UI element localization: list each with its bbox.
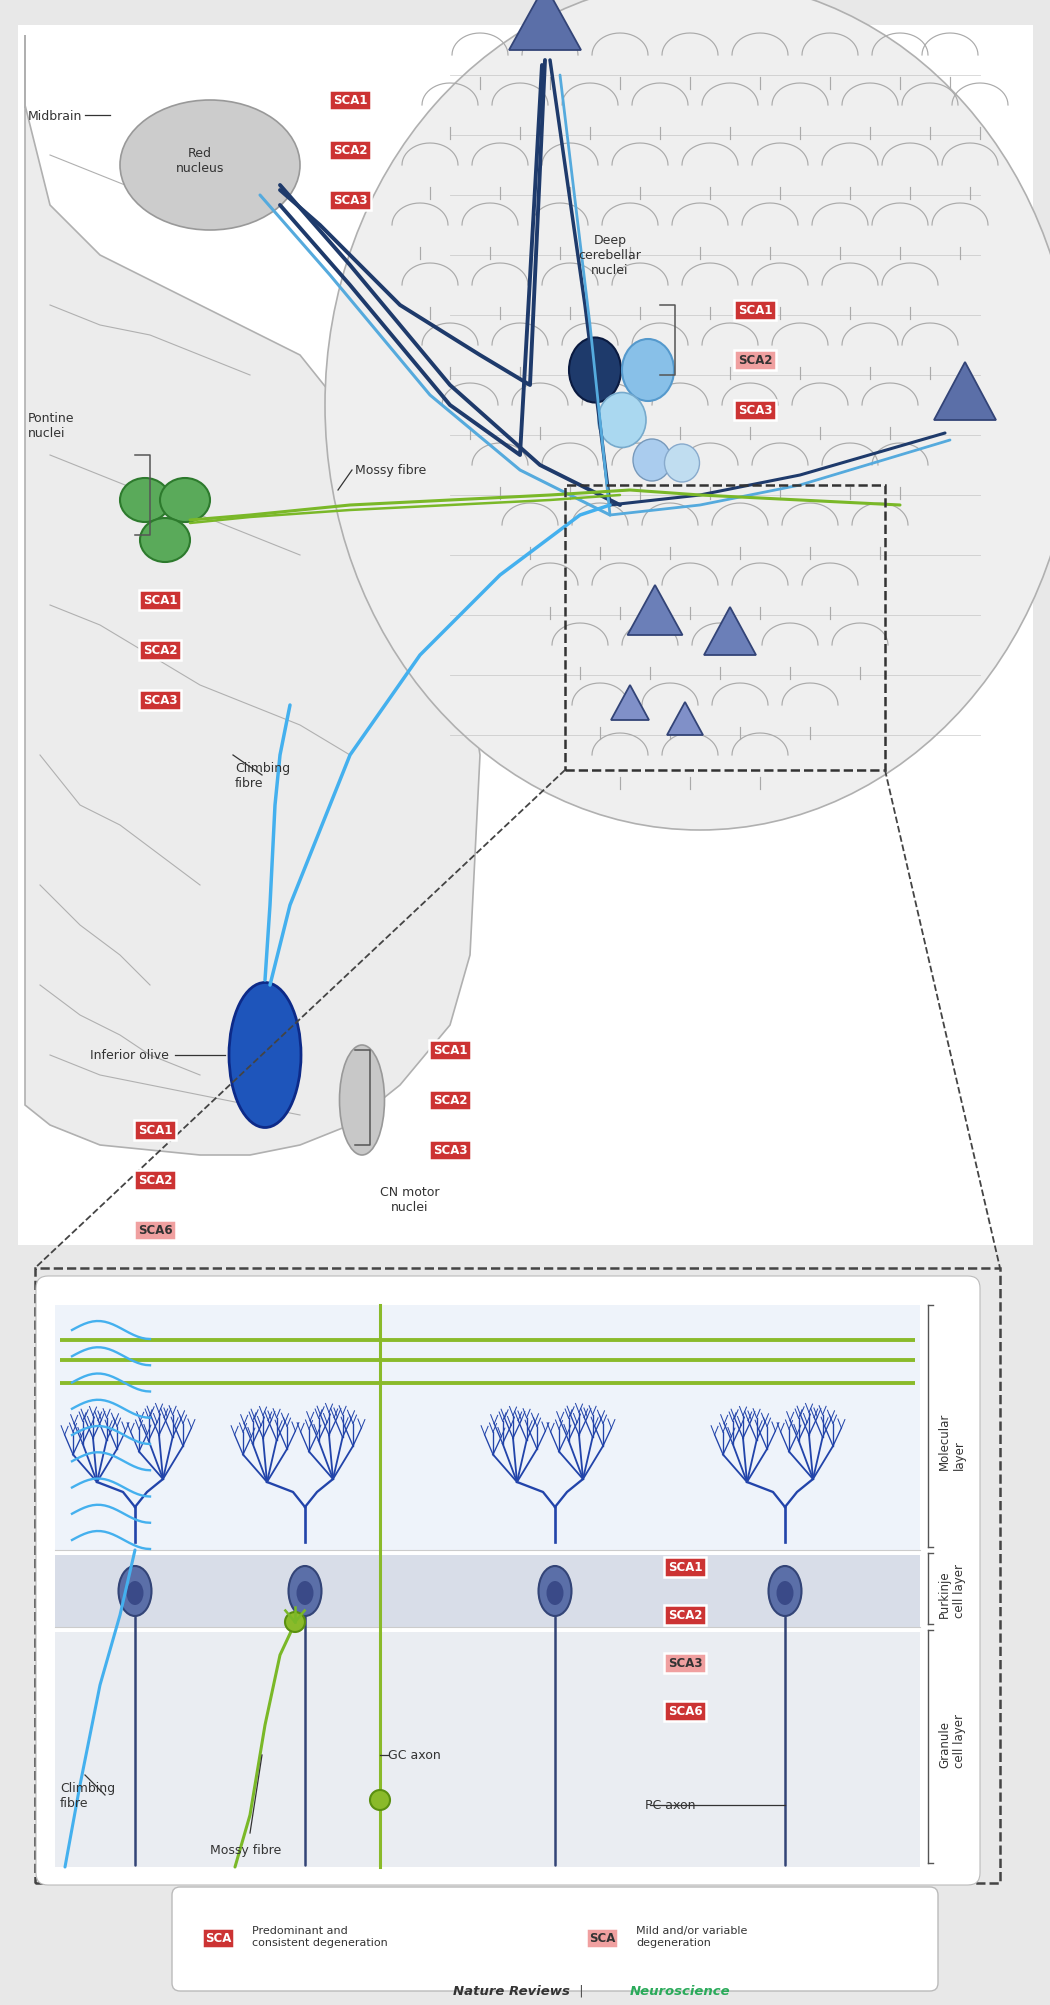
Text: SCA3: SCA3 bbox=[333, 194, 368, 207]
Ellipse shape bbox=[119, 1566, 151, 1616]
Text: Mild and/or variable
degeneration: Mild and/or variable degeneration bbox=[636, 1925, 748, 1947]
Text: Nature Reviews: Nature Reviews bbox=[454, 1985, 570, 1997]
Text: SCA2: SCA2 bbox=[143, 644, 177, 658]
Text: Purkinje
cell layer: Purkinje cell layer bbox=[938, 1564, 966, 1618]
Ellipse shape bbox=[120, 100, 300, 231]
Text: Mossy fibre: Mossy fibre bbox=[210, 1843, 281, 1857]
Ellipse shape bbox=[339, 1045, 384, 1155]
Text: |: | bbox=[575, 1985, 588, 1997]
Text: SCA1: SCA1 bbox=[143, 593, 177, 608]
Text: SCA1: SCA1 bbox=[668, 1560, 702, 1574]
Text: SCA1: SCA1 bbox=[738, 305, 772, 317]
Polygon shape bbox=[667, 702, 704, 736]
Ellipse shape bbox=[326, 0, 1050, 830]
Text: Climbing
fibre: Climbing fibre bbox=[235, 762, 290, 790]
Text: Granule
cell layer: Granule cell layer bbox=[938, 1712, 966, 1766]
Bar bbox=[35, 1269, 1000, 1883]
FancyBboxPatch shape bbox=[55, 1556, 920, 1628]
Circle shape bbox=[285, 1612, 304, 1632]
Text: Predominant and
consistent degeneration: Predominant and consistent degeneration bbox=[252, 1925, 387, 1947]
Text: SCA2: SCA2 bbox=[333, 144, 368, 158]
Ellipse shape bbox=[622, 339, 674, 401]
Text: SCA2: SCA2 bbox=[138, 1173, 172, 1187]
FancyBboxPatch shape bbox=[18, 26, 1033, 1245]
Polygon shape bbox=[509, 0, 581, 50]
Polygon shape bbox=[25, 36, 480, 1155]
Text: SCA6: SCA6 bbox=[668, 1704, 702, 1718]
Text: SCA1: SCA1 bbox=[333, 94, 368, 108]
Text: Red
nucleus: Red nucleus bbox=[175, 146, 225, 174]
Text: SCA6: SCA6 bbox=[138, 1223, 172, 1237]
Text: Deep
cerebellar
nuclei: Deep cerebellar nuclei bbox=[579, 235, 642, 277]
Text: SCA3: SCA3 bbox=[738, 405, 772, 417]
FancyBboxPatch shape bbox=[36, 1277, 980, 1885]
Ellipse shape bbox=[598, 393, 646, 449]
Ellipse shape bbox=[777, 1582, 794, 1606]
Polygon shape bbox=[934, 363, 996, 421]
Text: Molecular
layer: Molecular layer bbox=[938, 1412, 966, 1470]
Text: SCA2: SCA2 bbox=[433, 1095, 467, 1107]
Text: Inferior olive: Inferior olive bbox=[90, 1049, 169, 1063]
Text: Climbing
fibre: Climbing fibre bbox=[60, 1780, 116, 1809]
Text: Pontine
nuclei: Pontine nuclei bbox=[28, 411, 75, 439]
FancyBboxPatch shape bbox=[55, 1305, 920, 1550]
Text: SCA1: SCA1 bbox=[138, 1125, 172, 1137]
Text: Mossy fibre: Mossy fibre bbox=[355, 465, 426, 477]
FancyBboxPatch shape bbox=[55, 1632, 920, 1867]
Ellipse shape bbox=[569, 339, 621, 403]
Text: SCA3: SCA3 bbox=[143, 694, 177, 708]
Ellipse shape bbox=[769, 1566, 801, 1616]
Polygon shape bbox=[628, 585, 682, 636]
Ellipse shape bbox=[665, 445, 699, 483]
FancyBboxPatch shape bbox=[172, 1887, 938, 1991]
Polygon shape bbox=[611, 686, 649, 720]
Ellipse shape bbox=[229, 982, 301, 1129]
Text: PC axon: PC axon bbox=[645, 1798, 695, 1813]
Text: CN motor
nuclei: CN motor nuclei bbox=[380, 1185, 440, 1213]
Circle shape bbox=[370, 1790, 390, 1811]
Ellipse shape bbox=[140, 519, 190, 563]
Text: SCA: SCA bbox=[589, 1931, 615, 1945]
Ellipse shape bbox=[160, 479, 210, 523]
Text: Midbrain: Midbrain bbox=[28, 110, 82, 122]
Text: SCA2: SCA2 bbox=[668, 1608, 702, 1622]
Ellipse shape bbox=[120, 479, 170, 523]
Text: SCA1: SCA1 bbox=[433, 1045, 467, 1057]
Polygon shape bbox=[704, 608, 756, 656]
Text: SCA2: SCA2 bbox=[738, 355, 772, 367]
Text: SCA3: SCA3 bbox=[668, 1656, 702, 1670]
Text: SCA3: SCA3 bbox=[433, 1145, 467, 1157]
Text: GC axon: GC axon bbox=[388, 1748, 441, 1762]
Ellipse shape bbox=[539, 1566, 571, 1616]
Ellipse shape bbox=[633, 439, 671, 481]
Text: SCA: SCA bbox=[205, 1931, 231, 1945]
Ellipse shape bbox=[289, 1566, 321, 1616]
Ellipse shape bbox=[296, 1582, 314, 1606]
Ellipse shape bbox=[126, 1582, 144, 1606]
Text: Neuroscience: Neuroscience bbox=[630, 1985, 731, 1997]
Ellipse shape bbox=[546, 1582, 564, 1606]
